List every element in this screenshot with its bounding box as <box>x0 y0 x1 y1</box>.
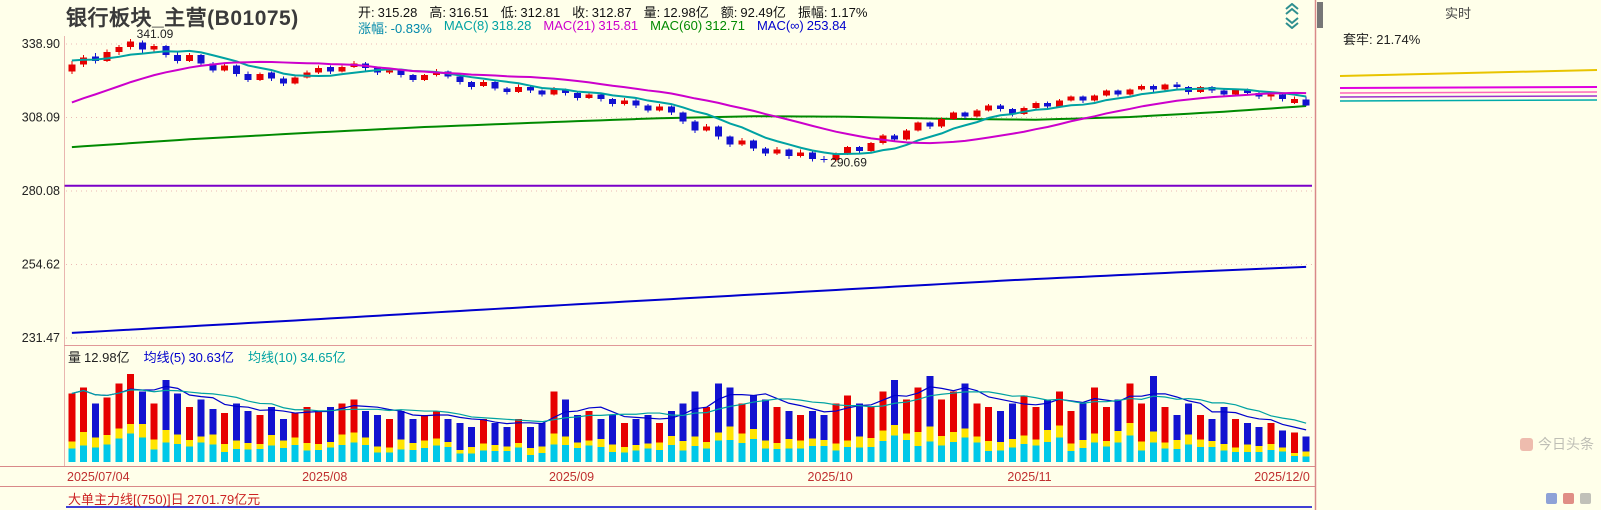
ma60-legend: MAC(60) 312.71 <box>650 18 745 33</box>
stat-change: 涨幅: -0.83% <box>358 21 432 36</box>
chart-frame <box>0 0 1317 510</box>
volume-legend-row: 量 12.98亿 均线(5) 30.63亿 均线(10) 34.65亿 <box>68 347 346 366</box>
svg-text:2025/10: 2025/10 <box>808 470 853 484</box>
volume-ma5-legend: 均线(5) 30.63亿 <box>143 350 234 365</box>
stat-amount: 额: 92.49亿 <box>720 5 786 20</box>
scrollbar-thumb[interactable] <box>1317 2 1323 28</box>
ma-legend-row: 涨幅: -0.83% MAC(8) 318.28 MAC(21) 315.81 MAC… <box>358 18 847 37</box>
volume-series <box>68 373 1310 462</box>
mini-icon-1 <box>1546 493 1557 504</box>
svg-text:280.08: 280.08 <box>22 184 60 198</box>
stat-high: 高: 316.51 <box>429 5 489 20</box>
watermark: 今日头条 <box>1520 434 1594 454</box>
svg-text:231.47: 231.47 <box>22 331 60 345</box>
price-annotations: 341.09 290.69 <box>137 27 868 169</box>
svg-text:2025/11: 2025/11 <box>1007 470 1051 484</box>
volume-ma10-legend: 均线(10) 34.65亿 <box>248 350 346 365</box>
maInf-line <box>71 265 1307 334</box>
svg-text:2025/09: 2025/09 <box>549 470 594 484</box>
svg-text:341.09: 341.09 <box>137 27 174 41</box>
ma21-line <box>71 60 1307 145</box>
stat-amplitude: 振幅: 1.17% <box>797 5 868 20</box>
ma60-line <box>71 105 1307 149</box>
svg-text:2025/08: 2025/08 <box>302 470 347 484</box>
svg-text:2025/12/0: 2025/12/0 <box>1254 470 1310 484</box>
ma8-line <box>71 49 1307 156</box>
mini-icon-3 <box>1580 493 1591 504</box>
svg-text:308.09: 308.09 <box>22 110 60 124</box>
instrument-title: 银行板块_主营(B01075) <box>66 7 299 30</box>
stat-low: 低: 312.81 <box>500 5 561 20</box>
watermark-logo-icon <box>1520 437 1533 451</box>
volume-ma10-line <box>71 389 1307 424</box>
mini-icon-2 <box>1563 493 1574 504</box>
volume-value-label: 量 12.98亿 <box>68 350 130 365</box>
date-axis-labels: 2025/07/04 2025/08 2025/09 2025/10 2025/11 20… <box>67 470 1310 484</box>
realtime-mini-lines <box>1339 69 1598 102</box>
bottom-right-icons <box>1546 493 1591 504</box>
stat-close: 收: 312.87 <box>572 5 632 20</box>
watermark-text: 今日头条 <box>1538 436 1594 452</box>
collapse-down-icon[interactable] <box>1284 17 1300 29</box>
realtime-panel-title[interactable]: 实时 <box>1444 6 1471 21</box>
stat-open: 开: 315.28 <box>358 5 418 20</box>
ma8-legend: MAC(8) 318.28 <box>443 18 532 33</box>
svg-text:290.69: 290.69 <box>830 155 867 169</box>
svg-text:338.90: 338.90 <box>22 37 60 51</box>
price-gridlines: 338.90 308.09 280.08 254.62 231.47 <box>22 37 1312 345</box>
ma21-legend: MAC(21) 315.81 <box>543 18 639 33</box>
maInf-legend: MAC(∞) 253.84 <box>756 18 847 33</box>
stat-volume: 量: 12.98亿 <box>643 5 709 20</box>
ohlc-stats-row: 开: 315.28 高: 316.51 低: 312.81 收: 312.87 量: 12… <box>358 2 867 21</box>
svg-text:254.62: 254.62 <box>22 257 60 271</box>
locked-ratio-label: 套牢: 21.74% <box>1343 32 1421 47</box>
svg-text:2025/07/04: 2025/07/04 <box>67 470 130 484</box>
collapse-controls <box>1284 3 1300 29</box>
sub-indicator-label: 大单主力线[(750)]日 2701.79亿元 <box>68 492 261 507</box>
collapse-up-icon[interactable] <box>1284 3 1300 15</box>
volume-ma5-line <box>71 385 1307 431</box>
candlestick-series <box>68 39 1310 163</box>
